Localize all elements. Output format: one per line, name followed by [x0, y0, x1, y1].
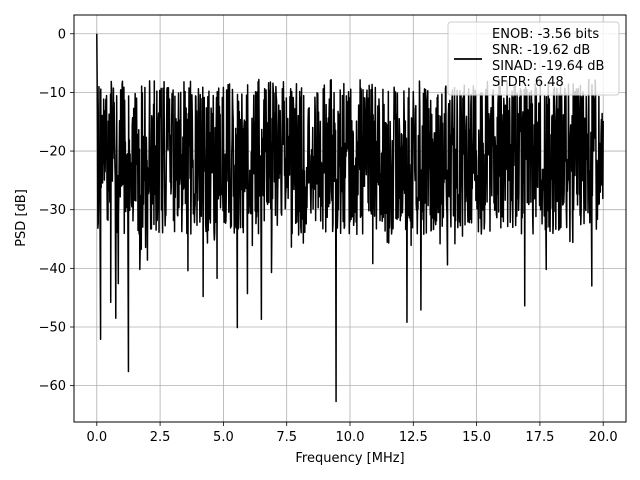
- y-tick-label: −20: [39, 145, 66, 160]
- y-axis-title: PSD [dB]: [14, 189, 29, 247]
- x-tick-label: 7.5: [276, 430, 297, 445]
- legend-entry-sinad: SINAD: -19.64 dB: [492, 59, 604, 74]
- y-tick-label: 0: [58, 27, 66, 42]
- y-tick-label: −50: [39, 320, 66, 335]
- x-tick-label: 12.5: [399, 430, 428, 445]
- legend-entry-sfdr: SFDR: 6.48: [492, 75, 564, 90]
- x-tick-label: 0.0: [86, 430, 107, 445]
- y-tick-label: −30: [39, 203, 66, 218]
- x-tick-label: 2.5: [150, 430, 171, 445]
- x-tick-label: 5.0: [213, 430, 234, 445]
- y-tick-label: −40: [39, 262, 66, 277]
- legend-entry-enob: ENOB: -3.56 bits: [492, 27, 599, 42]
- legend: ENOB: -3.56 bits SNR: -19.62 dB SINAD: -…: [447, 21, 620, 96]
- legend-box: [447, 21, 620, 96]
- legend-entry-snr: SNR: -19.62 dB: [492, 43, 590, 58]
- y-axis-ticks: 0 −10 −20 −30 −40 −50 −60: [39, 27, 74, 394]
- x-axis-ticks: 0.0 2.5 5.0 7.5 10.0 12.5 15.0 17.5 20.0: [86, 422, 618, 445]
- y-tick-label: −10: [39, 86, 66, 101]
- psd-trace-line: [96, 33, 604, 403]
- x-axis-title: Frequency [MHz]: [295, 451, 404, 466]
- y-tick-label: −60: [39, 379, 66, 394]
- x-tick-label: 15.0: [462, 430, 491, 445]
- x-tick-label: 20.0: [589, 430, 618, 445]
- psd-series-group: [96, 33, 604, 403]
- x-tick-label: 10.0: [336, 430, 365, 445]
- x-tick-label: 17.5: [525, 430, 554, 445]
